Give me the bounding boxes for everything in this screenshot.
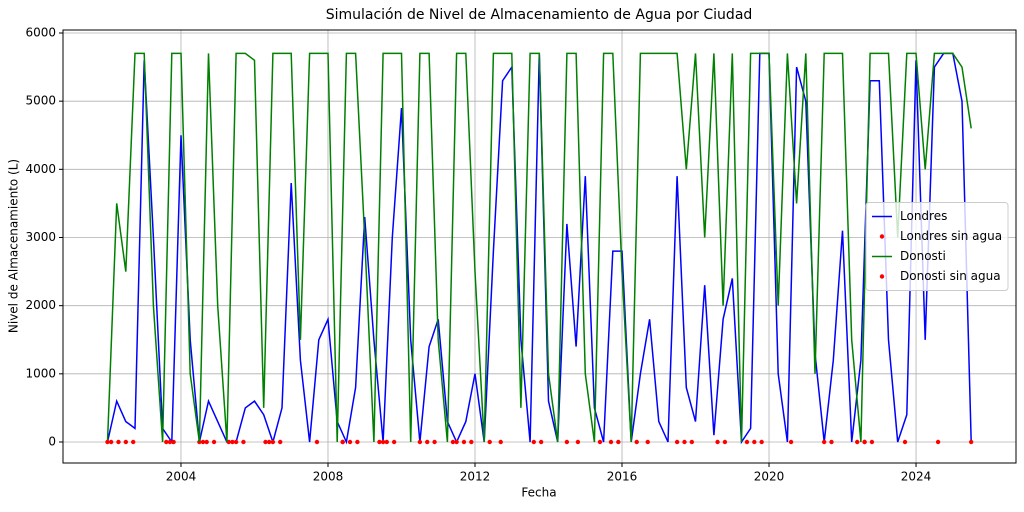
- y-tick-label: 1000: [25, 366, 56, 380]
- point: [123, 439, 129, 445]
- point: [200, 439, 206, 445]
- point: [682, 439, 687, 445]
- point: [230, 439, 235, 445]
- point: [788, 439, 794, 445]
- point: [821, 439, 827, 445]
- x-tick-label: 2008: [313, 470, 344, 484]
- point: [380, 439, 386, 445]
- point: [531, 439, 537, 445]
- point: [564, 439, 570, 445]
- point: [862, 439, 867, 445]
- point: [645, 439, 650, 445]
- y-axis-label: Nivel de Almacenamiento (L): [7, 159, 21, 333]
- point: [634, 439, 639, 445]
- point: [108, 439, 114, 445]
- legend-label: Londres: [900, 209, 947, 223]
- y-tick-label: 5000: [25, 94, 56, 108]
- point: [454, 439, 459, 445]
- point: [164, 439, 169, 445]
- series-line: [106, 52, 972, 445]
- legend: Londres Londres sin agua Donosti Donosti si…: [865, 202, 1009, 291]
- point: [130, 439, 136, 445]
- point: [266, 439, 272, 445]
- x-axis-label: Fecha: [521, 486, 556, 500]
- y-tick-label: 6000: [25, 25, 56, 39]
- point: [211, 439, 217, 445]
- point: [233, 439, 239, 445]
- point: [744, 439, 750, 445]
- point: [450, 439, 456, 445]
- point: [498, 439, 503, 445]
- legend-box: [865, 202, 1009, 291]
- y-tick-label: 2000: [25, 298, 56, 312]
- x-tick-label: 2016: [607, 470, 638, 484]
- point: [538, 439, 544, 445]
- point: [869, 439, 875, 445]
- y-tick-label: 0: [48, 435, 56, 449]
- point: [116, 439, 121, 445]
- point: [575, 439, 581, 445]
- point: [469, 439, 474, 445]
- legend-marker: [879, 274, 885, 279]
- point: [432, 439, 437, 445]
- point: [340, 439, 345, 445]
- point: [241, 439, 246, 445]
- point: [347, 439, 353, 445]
- point: [105, 439, 110, 445]
- legend-marker: [879, 234, 885, 239]
- point: [278, 439, 283, 445]
- point: [487, 439, 492, 445]
- series-line: [106, 52, 972, 443]
- point: [752, 439, 757, 445]
- x-tick-label: 2024: [901, 470, 932, 484]
- point: [417, 439, 423, 445]
- point: [715, 439, 720, 445]
- point: [902, 439, 908, 445]
- y-tick-label: 3000: [25, 230, 56, 244]
- point: [722, 439, 728, 445]
- point: [616, 439, 621, 445]
- point: [759, 439, 764, 445]
- y-tick-label: 4000: [25, 162, 56, 176]
- point: [674, 439, 680, 445]
- point: [855, 439, 860, 445]
- point: [355, 439, 360, 445]
- legend-label: Londres sin agua: [900, 229, 1002, 243]
- point: [425, 439, 430, 445]
- point: [689, 439, 695, 445]
- x-tick-label: 2004: [166, 470, 197, 484]
- point: [377, 439, 382, 445]
- point: [829, 439, 834, 445]
- point: [171, 439, 176, 445]
- x-tick-label: 2012: [460, 470, 491, 484]
- point: [391, 439, 397, 445]
- legend-label: Donosti: [900, 249, 946, 263]
- point: [270, 439, 276, 445]
- point: [263, 439, 268, 445]
- chart-title: Simulación de Nivel de Almacenamiento de…: [326, 7, 753, 23]
- x-tick-label: 2020: [754, 470, 785, 484]
- point: [968, 439, 974, 445]
- plot-frame: [62, 29, 1017, 464]
- point: [167, 439, 173, 445]
- point: [314, 439, 320, 445]
- point: [461, 439, 467, 445]
- point: [384, 439, 389, 445]
- point: [597, 439, 603, 445]
- point: [608, 439, 614, 445]
- point: [935, 439, 941, 445]
- legend-label: Donosti sin agua: [900, 269, 1001, 283]
- point: [204, 439, 209, 445]
